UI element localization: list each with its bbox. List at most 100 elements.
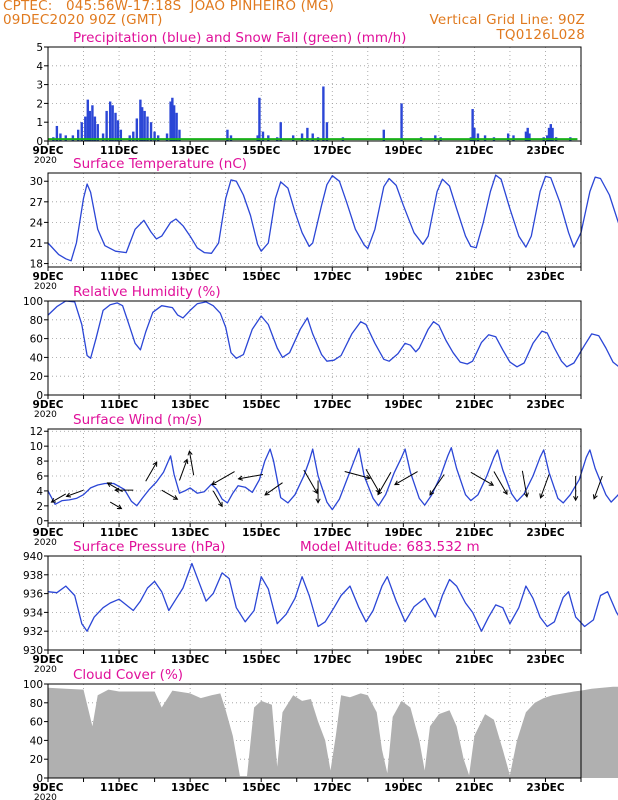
x-tick-label: 23DEC <box>526 271 565 283</box>
precip-bar <box>88 110 92 141</box>
y-tick-label: 2 <box>36 98 43 110</box>
wind-arrow-head <box>377 490 383 496</box>
precip-bar <box>139 99 142 141</box>
wind-arrow-shaft <box>593 475 603 499</box>
wind-arrow-head <box>172 495 179 500</box>
plot-frame <box>47 300 582 396</box>
wind-arrow <box>303 469 318 495</box>
x-tick-label: 11DEC <box>100 782 139 794</box>
panel-title: Surface Wind (m/s) <box>73 412 202 428</box>
x-tick-label: 23DEC <box>526 654 565 666</box>
y-tick-label: 80 <box>30 698 43 710</box>
wind-arrow-shaft <box>521 470 528 497</box>
precip-bar <box>382 129 385 141</box>
x-tick-label: 17DEC <box>313 271 352 283</box>
wind-arrow-head <box>264 490 270 496</box>
y-tick-label: 4 <box>36 486 43 498</box>
wind-arrow <box>161 489 179 500</box>
y-tick-label: 2 <box>36 501 43 513</box>
x-tick-label: 17DEC <box>313 399 352 411</box>
x-tick-label: 23DEC <box>526 145 565 157</box>
panel-subtitle: Model Altitude: 683.532 m <box>300 539 480 555</box>
precip-bar <box>311 133 314 141</box>
precip-bar <box>153 131 156 141</box>
x-tick-label: 9DEC <box>33 782 64 794</box>
precip-bar <box>91 105 94 141</box>
wind-arrow-head <box>211 480 217 486</box>
wind-arrow <box>264 482 283 496</box>
wind-arrow-head <box>116 504 123 510</box>
wind-arrow-head <box>315 498 321 504</box>
x-tick-label: 15DEC <box>242 145 281 157</box>
x-tick-label: 11DEC <box>100 527 139 539</box>
precip-bar <box>175 112 178 141</box>
panel-4 <box>44 428 618 527</box>
precip-bar <box>551 127 554 141</box>
precip-bar <box>172 105 176 141</box>
y-tick-label: 60 <box>30 334 43 346</box>
y-tick-label: 3 <box>36 80 43 92</box>
wind-arrow-shaft <box>109 501 122 510</box>
wind-arrow-head <box>429 490 435 496</box>
series-line <box>47 300 618 368</box>
wind-arrow-head <box>394 480 400 486</box>
precip-bar <box>80 122 83 141</box>
y-tick-label: 0 <box>36 390 43 402</box>
wind-arrow-head <box>573 496 579 502</box>
x-tick-label: 15DEC <box>242 271 281 283</box>
panel-title: Cloud Cover (%) <box>73 667 183 683</box>
precip-bar <box>84 116 87 141</box>
wind-arrow-shaft <box>238 474 264 480</box>
y-tick-label: 0 <box>36 136 43 148</box>
precip-bar <box>146 116 149 141</box>
precip-bar <box>140 107 144 141</box>
plot-frame <box>47 46 582 142</box>
plot-frame <box>47 172 582 268</box>
x-tick-label: 15DEC <box>242 399 281 411</box>
x-tick-label: 19DEC <box>384 782 423 794</box>
header-model-code: TQ0126L028 <box>496 27 585 43</box>
x-tick-label: 19DEC <box>384 654 423 666</box>
panel-title: Surface Pressure (hPa) <box>73 539 226 555</box>
x-tick-label: 15DEC <box>242 782 281 794</box>
wind-arrow <box>344 471 371 480</box>
x-tick-label: 17DEC <box>313 782 352 794</box>
precip-bar <box>135 118 139 141</box>
wind-arrow-head <box>313 488 318 495</box>
wind-arrow-head <box>365 474 371 480</box>
precip-bar <box>55 125 59 141</box>
precip-bar <box>258 97 261 141</box>
wind-arrow-shaft <box>212 490 223 507</box>
y-tick-label: 20 <box>30 754 43 766</box>
y-tick-label: 0 <box>36 773 43 785</box>
precip-bar <box>528 133 531 141</box>
precip-bar <box>114 112 117 141</box>
y-tick-label: 12 <box>30 426 43 438</box>
wind-arrow-shaft <box>540 474 550 499</box>
wind-arrow-shaft <box>188 451 195 476</box>
plot-frame <box>47 428 582 524</box>
precip-bar <box>547 127 551 141</box>
precip-bar <box>300 133 304 141</box>
precip-bar <box>93 116 97 141</box>
x-tick-label: 23DEC <box>526 527 565 539</box>
x-tick-label: 9DEC <box>33 145 64 157</box>
precip-bar <box>171 97 174 141</box>
x-tick-label: 13DEC <box>171 782 210 794</box>
wind-arrow <box>212 490 223 508</box>
x-tick-label: 21DEC <box>455 782 494 794</box>
wind-arrow-shaft <box>161 489 178 500</box>
x-tick-label: 13DEC <box>171 654 210 666</box>
precip-bar <box>400 103 403 141</box>
plot-frame <box>47 683 582 779</box>
x-year-label: 2020 <box>34 282 57 292</box>
precip-bar <box>178 129 181 141</box>
precip-bar <box>111 105 114 141</box>
panel-title: Precipitation (blue) and Snow Fall (gree… <box>73 30 406 46</box>
precip-bar <box>59 133 62 141</box>
y-tick-label: 4 <box>36 61 43 73</box>
x-tick-label: 19DEC <box>384 271 423 283</box>
x-tick-label: 19DEC <box>384 399 423 411</box>
y-tick-label: 934 <box>23 607 43 619</box>
